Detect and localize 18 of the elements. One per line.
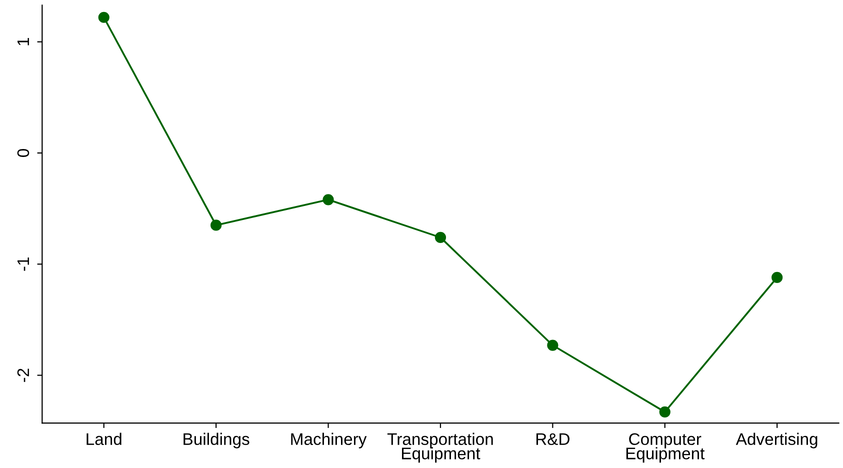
x-tick-label: Machinery — [291, 432, 367, 448]
x-tick-label: Advertising — [736, 432, 818, 448]
point — [210, 220, 222, 231]
point — [547, 340, 558, 351]
point — [659, 406, 670, 418]
y-tick-label: 0 — [17, 148, 30, 157]
point — [772, 272, 783, 284]
x-tick-label: Land — [86, 432, 122, 446]
x-tick-label: R&D — [536, 433, 570, 446]
x-tick-label: Computer Equipment — [626, 433, 705, 463]
y-tick-label: 1 — [18, 38, 29, 46]
point — [434, 232, 446, 244]
point — [322, 194, 334, 206]
y-tick-label: -2 — [17, 368, 29, 382]
point — [98, 12, 110, 23]
x-tick-label: Transportation Equipment — [387, 432, 493, 463]
y-tick-label: -1 — [18, 258, 29, 271]
x-tick-label: Buildings — [184, 432, 250, 448]
